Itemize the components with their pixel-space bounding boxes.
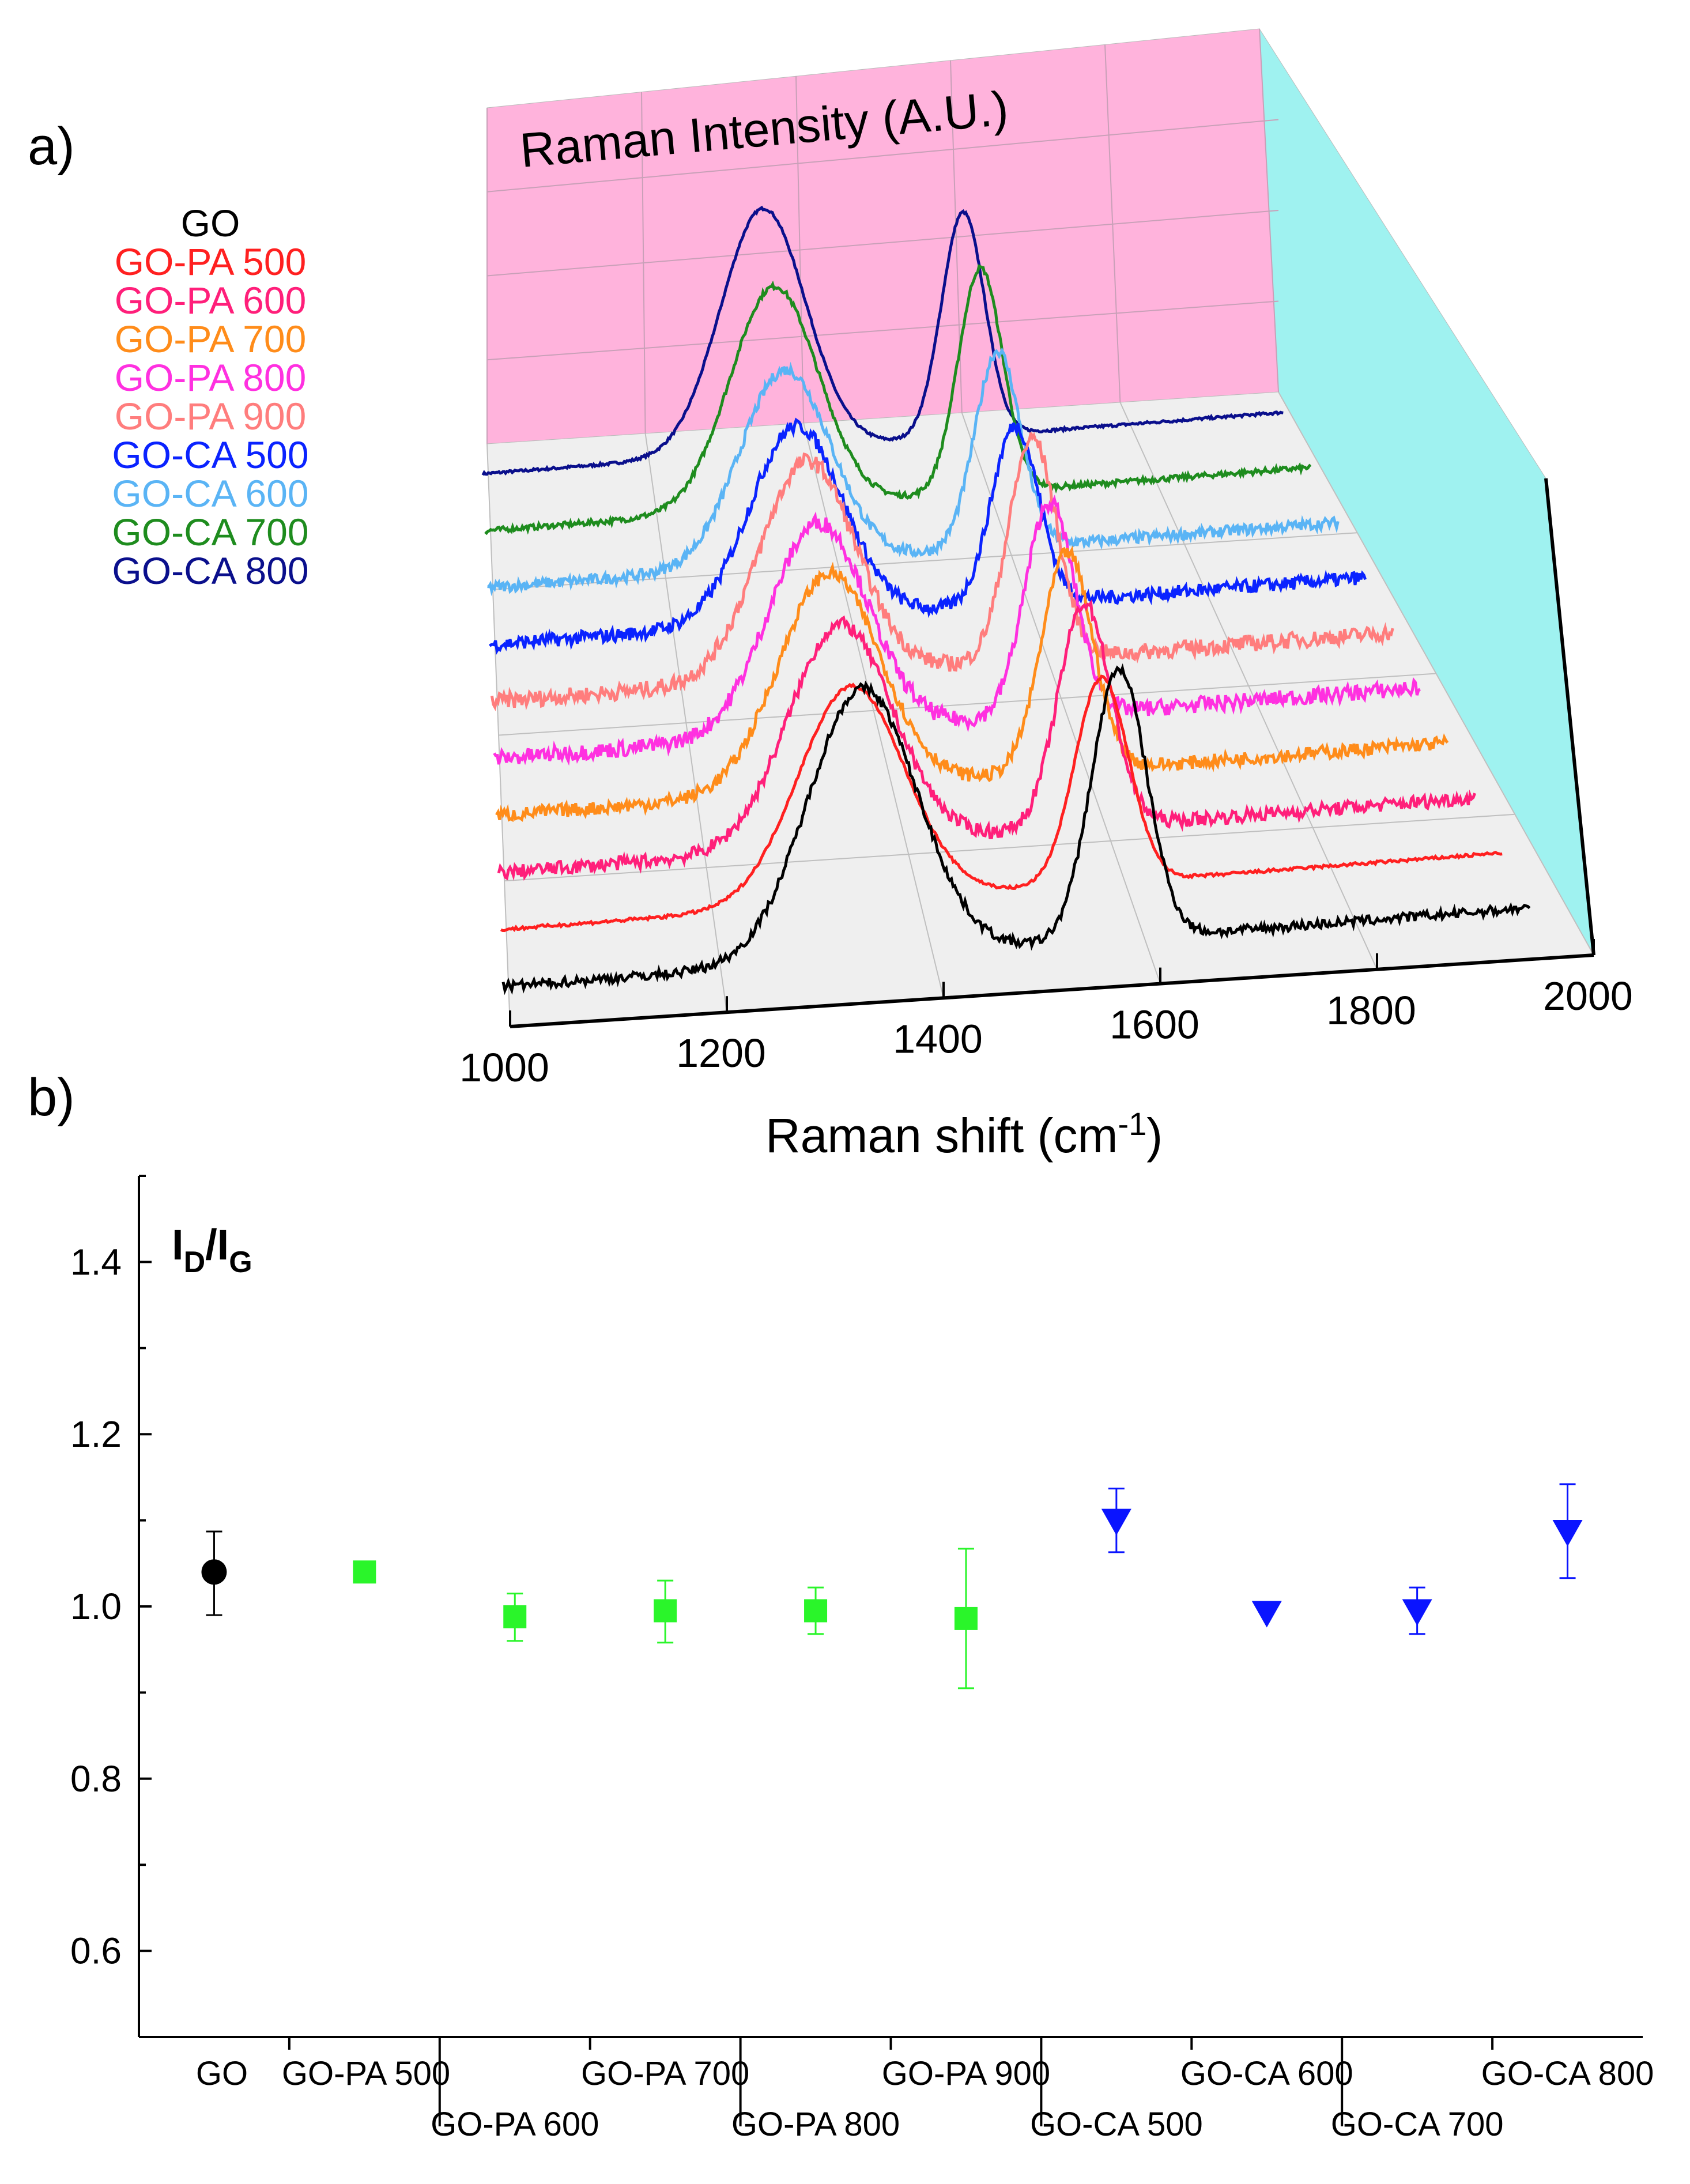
y-tick-label: 1.2 <box>70 1413 122 1455</box>
raman-curves <box>481 205 1531 995</box>
category-label-go-pa-600: GO-PA 600 <box>431 2106 599 2143</box>
x-tick-label: 1600 <box>1110 1002 1199 1047</box>
point-go-ca <box>1402 1599 1432 1626</box>
wall-grid-line <box>486 210 1279 277</box>
x-axis-title-sup: -1 <box>1118 1106 1146 1142</box>
x-tick-label: 1000 <box>459 1045 549 1090</box>
right-edge <box>1544 478 1595 956</box>
panel-label-b: b) <box>28 1068 75 1127</box>
wall-grid-line <box>1104 44 1121 403</box>
legend-item-go-pa-700: GO-PA 700 <box>115 318 307 360</box>
category-label-go-pa-700: GO-PA 700 <box>581 2055 749 2092</box>
point-go-pa <box>954 1606 978 1630</box>
y-tick-label: 1.4 <box>70 1241 122 1283</box>
category-label-go-pa-900: GO-PA 900 <box>882 2055 1050 2092</box>
x-tick-label: 1200 <box>676 1031 766 1076</box>
legend-item-go-pa-800: GO-PA 800 <box>115 356 307 399</box>
wall-grid-line <box>486 300 1279 361</box>
y-tick-label: 0.6 <box>70 1930 122 1972</box>
x-axis-title-main: Raman shift (cm <box>765 1108 1118 1163</box>
raman-waterfall-chart: 1000 1200 1400 1600 1800 2000 Raman shift (cm… <box>112 28 1633 1163</box>
category-label-go-ca-500: GO-CA 500 <box>1030 2106 1203 2143</box>
category-label-go-ca-600: GO-CA 600 <box>1180 2055 1353 2092</box>
curve-go-pa-700 <box>495 545 1449 823</box>
front-edge <box>510 953 1594 1028</box>
point-go-pa <box>503 1605 527 1628</box>
point-go-pa <box>353 1560 376 1584</box>
curve-go-ca-600 <box>487 347 1340 597</box>
curve-go-pa-500 <box>500 674 1503 933</box>
point-go-ca <box>1251 1601 1282 1628</box>
x-tick-label: 1400 <box>893 1016 983 1061</box>
category-label-go-pa-500: GO-PA 500 <box>282 2055 450 2092</box>
category-label-go-ca-800: GO-CA 800 <box>1481 2055 1654 2092</box>
y-tick-label: 0.8 <box>70 1758 122 1800</box>
y-axis-title: ID/IG <box>172 1221 252 1279</box>
y-axis-title-sub-g: G <box>229 1246 252 1279</box>
curve-go-pa-800 <box>493 495 1421 766</box>
curve-go <box>501 663 1531 995</box>
category-label-go-pa-800: GO-PA 800 <box>731 2106 900 2143</box>
curve-go-pa-900 <box>490 432 1394 711</box>
wall-grid-line <box>486 119 1279 193</box>
legend-item-go-pa-500: GO-PA 500 <box>115 240 307 283</box>
legend-item-go-ca-500: GO-CA 500 <box>112 433 308 476</box>
x-tick-label: 1800 <box>1326 988 1416 1033</box>
x-axis-title-end: ) <box>1146 1108 1163 1163</box>
wall-grid-line <box>1259 28 1279 393</box>
category-label-go-ca-700: GO-CA 700 <box>1331 2106 1504 2143</box>
legend-item-go: GO <box>181 202 240 244</box>
point-go-pa <box>654 1599 677 1623</box>
curve-go-ca-500 <box>489 417 1367 655</box>
category-labels: GO GO-PA 500 GO-PA 600 GO-PA 700 GO-PA 800 GO… <box>196 2037 1654 2143</box>
floor-grid-line <box>504 813 1515 882</box>
legend-item-go-ca-800: GO-CA 800 <box>112 549 308 592</box>
curve-go-pa-600 <box>497 599 1477 881</box>
id-ig-ratio-chart: 0.6 0.8 1.0 1.2 1.4 GO GO-PA 500 GO-PA 600 GO-P… <box>70 1175 1654 2143</box>
data-points <box>201 1483 1583 1689</box>
legend-item-go-pa-600: GO-PA 600 <box>115 279 307 322</box>
legend-item-go-ca-600: GO-CA 600 <box>112 472 308 515</box>
y-axis-title-sub-d: D <box>184 1246 206 1279</box>
x-tick-labels: 1000 1200 1400 1600 1800 2000 <box>459 939 1633 1090</box>
point-go <box>201 1559 227 1585</box>
legend-item-go-pa-900: GO-PA 900 <box>115 395 307 437</box>
point-go-pa <box>804 1599 828 1623</box>
x-axis-title: Raman shift (cm-1) <box>765 1106 1163 1163</box>
y-axis-title-slash: /I <box>205 1221 229 1269</box>
y-tick-label: 1.0 <box>70 1586 122 1627</box>
x-tick-label: 2000 <box>1543 974 1633 1019</box>
point-go-ca <box>1552 1520 1583 1547</box>
point-go-ca <box>1101 1508 1131 1536</box>
floor-grid-line <box>498 673 1436 736</box>
curve-go-ca-800 <box>481 205 1284 476</box>
panel-label-a: a) <box>28 117 75 176</box>
grid-3d <box>486 28 1594 1027</box>
y-axis-title-main: I <box>172 1221 184 1269</box>
y-tick-labels: 0.6 0.8 1.0 1.2 1.4 <box>70 1175 152 2038</box>
curve-go-ca-700 <box>484 264 1312 535</box>
legend-item-go-ca-700: GO-CA 700 <box>112 511 308 553</box>
category-label-go: GO <box>196 2055 248 2092</box>
